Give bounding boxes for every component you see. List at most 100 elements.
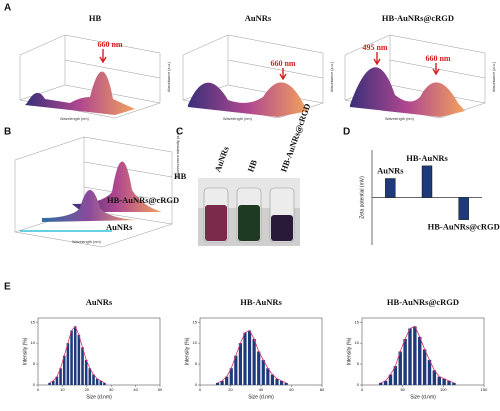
x-tick-label: 0 xyxy=(361,387,364,392)
bar xyxy=(51,380,55,385)
chart-title: HB-AuNRs@cRGD xyxy=(387,297,459,307)
bar xyxy=(383,380,388,385)
bar xyxy=(88,368,92,385)
fit-curve xyxy=(49,325,105,384)
bar-label: HB-AuNRs xyxy=(406,153,448,163)
bar xyxy=(95,378,99,385)
bar xyxy=(270,374,275,385)
axis-label: Intensity (%) xyxy=(184,337,190,365)
axis-label: Wavelength (nm) xyxy=(385,117,415,121)
x-tick-label: 100 xyxy=(440,387,447,392)
y-tick-label: 0 xyxy=(357,382,360,387)
chart-title: HB-AuNRs xyxy=(240,297,282,307)
axis-label: Absorbance (a.u.) xyxy=(492,61,496,92)
bar xyxy=(48,382,51,385)
x-tick-label: 40 xyxy=(133,387,138,392)
plot-title: HB-AuNRs@cRGD xyxy=(382,13,454,23)
y-tick-label: 10 xyxy=(193,340,198,345)
bar xyxy=(220,380,224,385)
axis-label: Size (d.nm) xyxy=(248,394,274,400)
bar-label: AuNRs xyxy=(377,165,404,175)
panel-label: B xyxy=(4,127,11,138)
x-tick-label: 150 xyxy=(481,387,488,392)
bar xyxy=(257,351,261,385)
x-tick-label: 50 xyxy=(400,387,405,392)
annotation: 660 nm xyxy=(270,59,295,68)
plot-3d: HB-AuNRs@cRGD 495 nm 660 nm Wavelength (… xyxy=(344,13,496,121)
axis-label: Wavelength (nm) xyxy=(60,117,90,121)
y-tick-label: 15 xyxy=(355,319,360,324)
bar xyxy=(408,328,412,385)
trace-label: HB xyxy=(174,171,187,181)
bar xyxy=(84,359,88,385)
y-tick-label: 15 xyxy=(193,319,198,324)
x-tick-label: 0 xyxy=(37,387,40,392)
plot-3d: HB 660 nm Wavelength (nm) Absorbance (a.… xyxy=(19,13,171,121)
bar-label: HB-AuNRs@cRGD xyxy=(428,222,500,232)
bar xyxy=(225,376,229,385)
bar xyxy=(70,330,73,385)
plot-title: AuNRs xyxy=(245,13,272,23)
y-tick-label: 5 xyxy=(357,361,360,366)
bar xyxy=(99,380,103,385)
y-tick-label: 5 xyxy=(33,361,36,366)
bar xyxy=(403,338,407,385)
bar xyxy=(62,355,66,385)
axis-label: Wavelength (nm) xyxy=(72,240,102,244)
axis-label: Absorbance (a.u.) xyxy=(330,61,334,92)
annotation: 660 nm xyxy=(425,54,450,63)
bar xyxy=(421,165,433,198)
bar xyxy=(378,382,383,385)
y-tick-label: 10 xyxy=(31,340,36,345)
panel-label: C xyxy=(176,127,183,138)
y-tick-label: 5 xyxy=(195,361,198,366)
bar xyxy=(458,197,469,220)
bar xyxy=(422,349,427,385)
axis-label: Intensity (%) xyxy=(22,337,28,365)
axis-label: Fluorescence intensity (a.u.) xyxy=(176,129,180,177)
axis-label: Wavelength (nm) xyxy=(223,117,253,121)
annotation: 495 nm xyxy=(362,43,387,52)
bar xyxy=(261,359,265,385)
bar xyxy=(55,376,59,385)
trace-label: AuNRs xyxy=(106,222,133,232)
bar xyxy=(215,382,220,385)
bar xyxy=(66,343,70,385)
bar xyxy=(279,380,284,385)
vial-label: AuNRs xyxy=(212,144,231,173)
bar xyxy=(73,326,77,385)
bar xyxy=(92,374,95,385)
y-tick-label: 15 xyxy=(31,319,36,324)
bar xyxy=(427,359,432,385)
axis-label: Size (d.nm) xyxy=(410,394,436,400)
bar xyxy=(243,332,247,385)
bar xyxy=(59,368,62,385)
panel-label: E xyxy=(4,282,11,293)
bar xyxy=(275,378,279,385)
bar xyxy=(413,326,417,385)
panel-label: D xyxy=(343,127,350,138)
x-tick-label: 0 xyxy=(199,387,202,392)
vial-photo: AuNRs HB HB-AuNRs@cRGD xyxy=(198,102,312,246)
axis-label: Zeta potential (mV) xyxy=(359,176,365,219)
plot-frame xyxy=(199,317,323,386)
axis-label: Size (d.nm) xyxy=(86,394,112,400)
bar xyxy=(284,382,288,385)
bar xyxy=(252,338,256,385)
fit-curve xyxy=(380,325,455,384)
x-tick-label: 10 xyxy=(60,387,65,392)
bar xyxy=(437,376,441,385)
x-tick-label: 50 xyxy=(158,387,163,392)
x-tick-label: 60 xyxy=(289,387,294,392)
axis-label: Absorbance (a.u.) xyxy=(167,61,171,92)
axis-label: Intensity (%) xyxy=(346,337,352,365)
bar xyxy=(447,380,451,385)
y-tick-label: 10 xyxy=(355,340,360,345)
chart-title: AuNRs xyxy=(86,297,113,307)
y-tick-label: 0 xyxy=(195,382,198,387)
bar xyxy=(238,343,243,385)
bar xyxy=(388,374,393,385)
bar xyxy=(452,382,456,385)
bar xyxy=(393,366,398,385)
